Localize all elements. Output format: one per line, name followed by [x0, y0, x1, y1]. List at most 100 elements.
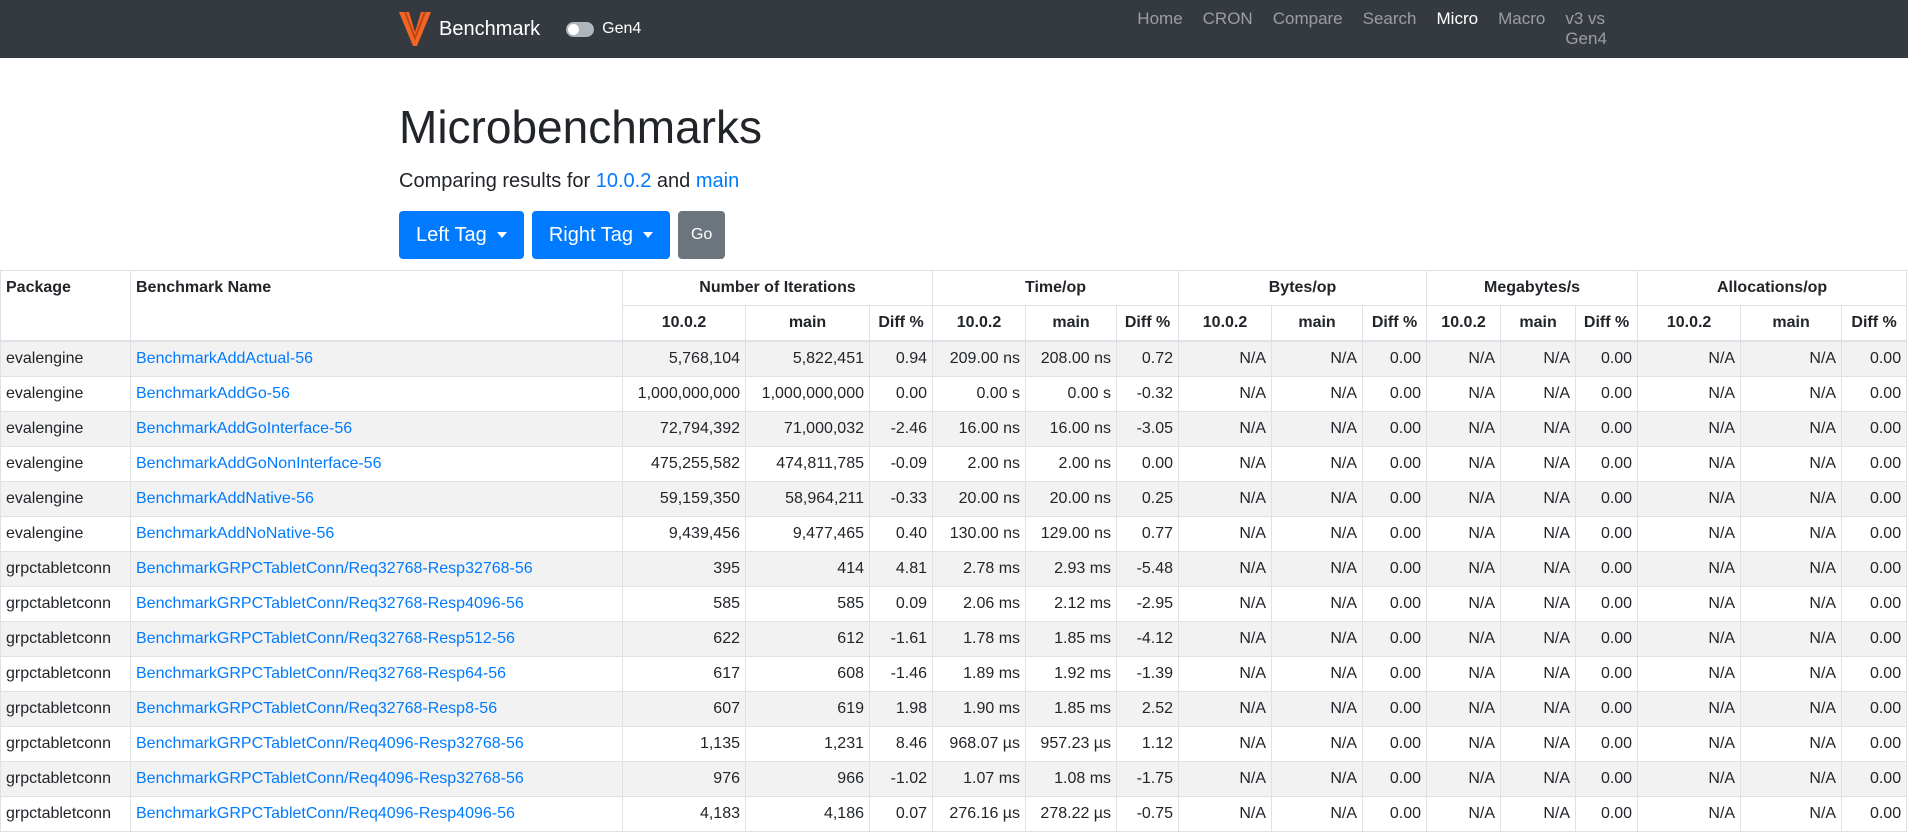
sub-header: 10.0.2	[1426, 305, 1502, 342]
cell: N/A	[1271, 446, 1364, 482]
table-row: grpctabletconn BenchmarkGRPCTabletConn/Re…	[0, 691, 1908, 727]
sub-header: main	[1500, 305, 1577, 342]
cell: 2.78 ms	[932, 551, 1027, 587]
cell: 2.12 ms	[1025, 586, 1118, 622]
button-label: Go	[690, 226, 713, 243]
table-row: evalengine BenchmarkAddGoInterface-56 72,7…	[0, 411, 1908, 447]
table-row: evalengine BenchmarkAddNative-56 59,159,35…	[0, 481, 1908, 517]
benchmark-link[interactable]: BenchmarkAddGoInterface-56	[136, 420, 353, 437]
benchmark-link[interactable]: BenchmarkAddActual-56	[136, 350, 313, 367]
nav-link[interactable]: v3 vs Gen4	[1565, 9, 1607, 48]
cell: 0.00 s	[1025, 376, 1118, 412]
cell: 966	[745, 761, 870, 797]
group-header: Allocations/op	[1637, 270, 1908, 306]
right-tag-button[interactable]: Right Tag	[531, 211, 670, 259]
cell: N/A	[1740, 551, 1843, 587]
benchmark-link[interactable]: BenchmarkGRPCTabletConn/Req32768-Resp8-5…	[136, 700, 498, 717]
benchmark-link[interactable]: BenchmarkAddGo-56	[136, 385, 290, 402]
cell: N/A	[1637, 691, 1742, 727]
benchmark-link[interactable]: BenchmarkGRPCTabletConn/Req4096-Resp3276…	[136, 770, 524, 787]
cell: -1.02	[868, 761, 934, 797]
benchmark-link[interactable]: BenchmarkGRPCTabletConn/Req32768-Resp512…	[136, 630, 515, 647]
cell: 0.00	[1575, 340, 1639, 377]
nav-link[interactable]: Search	[1362, 9, 1417, 28]
cell: N/A	[1740, 761, 1843, 797]
cell: 0.00	[1362, 340, 1428, 377]
cell: 209.00 ns	[932, 340, 1027, 377]
cell: 1.12	[1116, 726, 1180, 762]
left-link[interactable]: 10.0.2	[595, 170, 652, 192]
benchmark-link[interactable]: BenchmarkAddGoNonInterface-56	[136, 455, 382, 472]
cell: 0.00	[1362, 446, 1428, 482]
left-tag-button[interactable]: Left Tag	[399, 211, 524, 259]
table-row: evalengine BenchmarkAddNoNative-56 9,439,4…	[0, 516, 1908, 552]
cell: evalengine	[0, 376, 131, 412]
cell: grpctabletconn	[0, 726, 131, 762]
cell: grpctabletconn	[0, 656, 131, 692]
cell: 1.78 ms	[932, 621, 1027, 657]
empty-header	[0, 305, 131, 342]
nav-link[interactable]: CRON	[1202, 9, 1253, 28]
cell: 0.00	[1116, 446, 1180, 482]
benchmark-link[interactable]: BenchmarkGRPCTabletConn/Req32768-Resp409…	[136, 595, 524, 612]
cell: 0.00	[1362, 551, 1428, 587]
cell: BenchmarkGRPCTabletConn/Req32768-Resp327…	[130, 551, 623, 587]
cell: 0.00	[1362, 796, 1428, 832]
cell: N/A	[1426, 481, 1502, 517]
cell: N/A	[1637, 446, 1742, 482]
cell: -2.95	[1116, 586, 1180, 622]
cell: evalengine	[0, 411, 131, 447]
toggle-label: Gen4	[602, 20, 642, 37]
cell: 0.00	[1841, 551, 1908, 587]
cell: N/A	[1178, 656, 1273, 692]
cell: 0.00	[1575, 516, 1639, 552]
cell: N/A	[1271, 691, 1364, 727]
cell: N/A	[1426, 376, 1502, 412]
nav-link[interactable]: Micro	[1436, 9, 1479, 28]
benchmark-link[interactable]: BenchmarkAddNoNative-56	[136, 525, 335, 542]
benchmark-link[interactable]: BenchmarkGRPCTabletConn/Req32768-Resp64-…	[136, 665, 506, 682]
cell: 0.00	[1841, 516, 1908, 552]
cell: 612	[745, 621, 870, 657]
cell: N/A	[1500, 621, 1577, 657]
cell: grpctabletconn	[0, 586, 131, 622]
cell: grpctabletconn	[0, 691, 131, 727]
nav-link[interactable]: Compare	[1272, 9, 1343, 28]
cell: N/A	[1271, 411, 1364, 447]
cell: 9,439,456	[622, 516, 746, 552]
benchmark-link[interactable]: BenchmarkGRPCTabletConn/Req4096-Resp4096…	[136, 805, 515, 822]
cell: 0.00	[1575, 446, 1639, 482]
right-link[interactable]: main	[695, 170, 740, 192]
cell: N/A	[1637, 551, 1742, 587]
cell: 957.23 µs	[1025, 726, 1118, 762]
subtitle: Comparing results for 10.0.2 and main	[399, 170, 1509, 193]
cell: N/A	[1500, 340, 1577, 377]
table-row: grpctabletconn BenchmarkGRPCTabletConn/Re…	[0, 551, 1908, 587]
cell: 608	[745, 656, 870, 692]
cell: N/A	[1500, 446, 1577, 482]
gen4-toggle[interactable]: Gen4	[566, 20, 641, 38]
cell: 0.00	[1362, 411, 1428, 447]
cell: grpctabletconn	[0, 551, 131, 587]
brand[interactable]: Benchmark	[399, 12, 540, 46]
cell: N/A	[1500, 691, 1577, 727]
cell: N/A	[1271, 516, 1364, 552]
benchmark-link[interactable]: BenchmarkAddNative-56	[136, 490, 314, 507]
cell: -5.48	[1116, 551, 1180, 587]
cell: evalengine	[0, 481, 131, 517]
nav-link[interactable]: Macro	[1498, 9, 1546, 28]
cell: 0.00	[1575, 586, 1639, 622]
cell: -2.46	[868, 411, 934, 447]
cell: N/A	[1740, 691, 1843, 727]
cell: 619	[745, 691, 870, 727]
sub-header: 10.0.2	[622, 305, 746, 342]
nav-link[interactable]: Home	[1137, 9, 1183, 28]
benchmark-link[interactable]: BenchmarkGRPCTabletConn/Req32768-Resp327…	[136, 560, 533, 577]
sub-header: Diff %	[1116, 305, 1180, 342]
benchmark-link[interactable]: BenchmarkGRPCTabletConn/Req4096-Resp3276…	[136, 735, 524, 752]
go-button[interactable]: Go	[677, 211, 726, 259]
cell: N/A	[1637, 586, 1742, 622]
results-table: Package Benchmark Name Number of Iteration…	[0, 270, 1908, 832]
cell: BenchmarkGRPCTabletConn/Req4096-Resp3276…	[130, 726, 623, 762]
cell: N/A	[1426, 691, 1502, 727]
